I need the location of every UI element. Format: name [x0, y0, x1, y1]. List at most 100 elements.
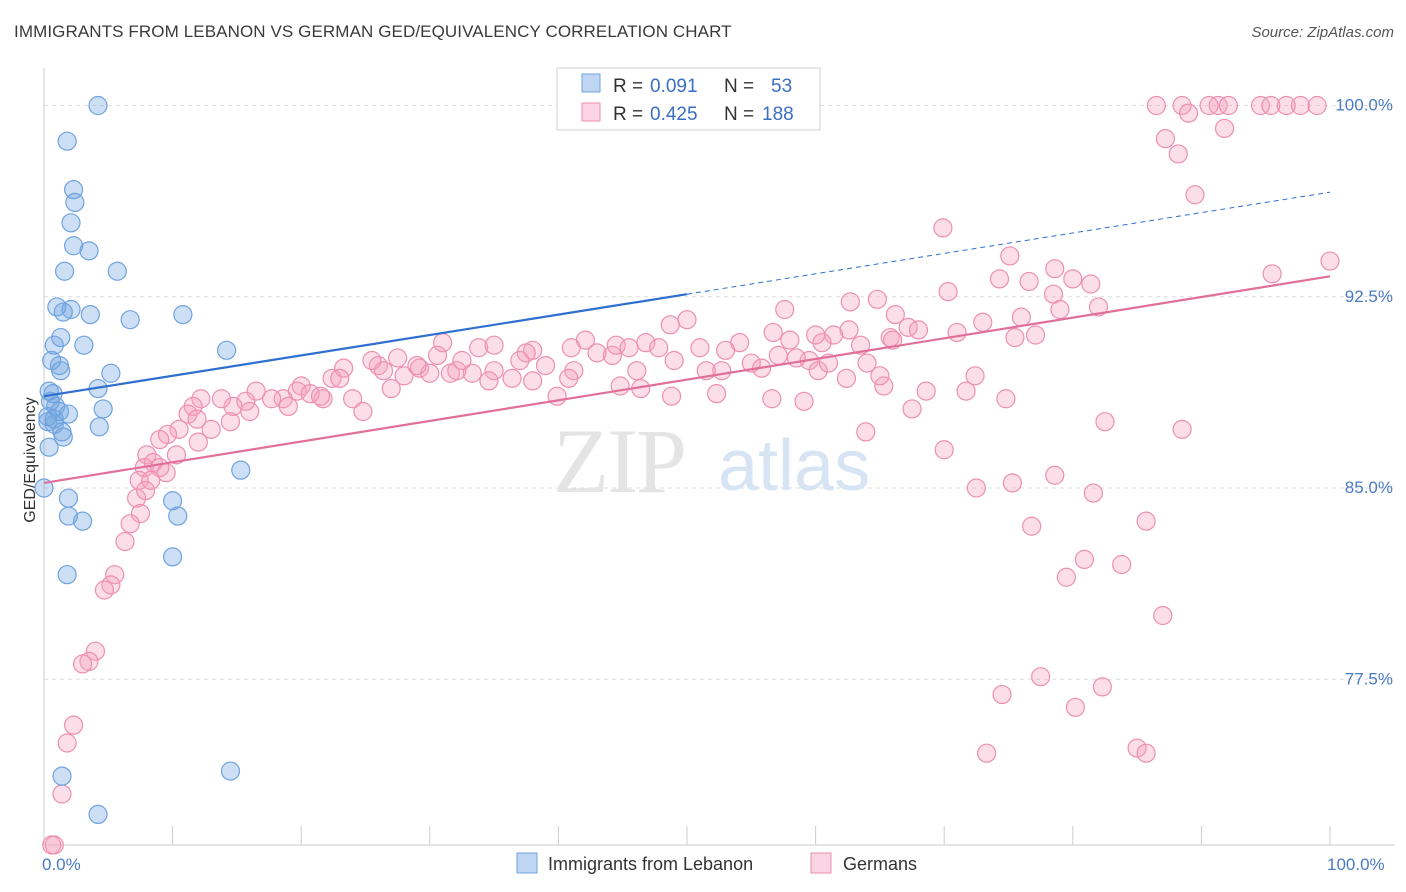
germans-point-9	[1199, 95, 1219, 116]
germans-point-179	[278, 396, 298, 416]
germans-point-181	[220, 412, 241, 432]
germans-point-105	[85, 641, 106, 661]
germans-point-147	[561, 338, 581, 358]
germans-point-24	[938, 282, 958, 302]
germans-point-180	[240, 401, 260, 422]
y-tick-labels: 77.5% 85.0% 92.5% 100.0%	[1335, 96, 1393, 689]
lebanon-point-7	[54, 261, 75, 281]
y-tick-label-2: 92.5%	[1345, 287, 1393, 306]
germans-point-14	[1185, 185, 1205, 205]
lebanon-point-14	[120, 310, 140, 330]
germans-point-83	[236, 391, 256, 411]
germans-point-182	[201, 419, 221, 439]
germans-point-16	[1000, 246, 1020, 266]
germans-point-21	[1063, 269, 1083, 289]
germans-point-85	[211, 389, 232, 409]
germans-point-63	[836, 368, 857, 388]
germans-point-170	[587, 343, 607, 363]
germans-point-89	[187, 409, 207, 429]
lebanon-point-17	[74, 335, 94, 355]
germans-point-172	[510, 350, 530, 371]
germans-point-17	[1045, 259, 1065, 279]
germans-point-165	[786, 348, 806, 368]
bottom-legend-label-pink: Germans	[843, 854, 917, 874]
lebanon-point-49	[52, 766, 72, 786]
germans-point-168	[664, 350, 684, 371]
lebanon-point-6	[79, 241, 99, 261]
legend-swatch-blue	[581, 73, 601, 93]
germans-point-149	[649, 338, 669, 358]
lebanon-point-38	[39, 437, 59, 457]
germans-point-158	[973, 312, 993, 332]
y-tick-label-0: 77.5%	[1345, 669, 1393, 688]
germans-point-174	[407, 356, 427, 376]
germans-point-124	[977, 743, 997, 763]
lebanon-point-3	[65, 192, 85, 212]
germans-point-5	[1276, 95, 1296, 116]
lebanon-point-10	[61, 299, 81, 320]
germans-point-112	[42, 835, 62, 855]
trend-lines	[43, 191, 1331, 484]
germans-point-1	[1172, 95, 1192, 116]
legend-n-label-blue: N =	[724, 76, 754, 97]
germans-point-150	[690, 338, 710, 358]
lebanon-point-15	[51, 327, 71, 348]
lebanon-point-8	[107, 261, 127, 281]
germans-point-146	[516, 343, 536, 363]
germans-point-162	[965, 366, 985, 386]
lebanon-point-39	[231, 460, 251, 480]
germans-point-65	[956, 381, 976, 401]
germans-point-141	[313, 389, 333, 409]
germans-point-107	[72, 654, 93, 674]
germans-point-160	[1050, 299, 1070, 320]
germans-point-144	[433, 333, 453, 353]
bottom-legend-swatch-pink	[810, 852, 832, 874]
lebanon-point-43	[58, 506, 79, 526]
lebanon-point-5	[63, 236, 84, 256]
germans-point-130	[966, 478, 986, 498]
lebanon-point-47	[57, 565, 77, 585]
germans-point-145	[484, 335, 504, 355]
germans-point-86	[191, 389, 211, 409]
y-axis-label: GED/Equivalency	[22, 397, 39, 522]
germans-point-27	[840, 292, 860, 312]
germans-point-11	[1214, 118, 1235, 139]
germans-point-45	[427, 345, 448, 365]
lebanon-point-48	[220, 761, 241, 781]
x-tick-label-100: 100.0%	[1327, 855, 1385, 874]
germans-point-50	[368, 356, 388, 376]
germans-point-113	[1112, 554, 1132, 575]
germans-point-3	[1218, 95, 1239, 116]
lebanon-point-16	[44, 335, 64, 355]
trend-line-germans	[43, 275, 1331, 484]
germans-point-109	[57, 733, 77, 753]
germans-point-154	[851, 335, 871, 355]
lebanon-point-44	[168, 506, 188, 526]
germans-point-53	[462, 363, 482, 383]
germans-point-151	[715, 340, 736, 360]
germans-point-20	[989, 269, 1010, 289]
germans-point-117	[1083, 483, 1103, 503]
germans-point-140	[343, 389, 363, 409]
germans-point-128	[1172, 419, 1192, 439]
stats-legend-box	[556, 67, 821, 131]
germans-point-72	[559, 368, 579, 388]
bottom-legend-label-blue: Immigrants from Lebanon	[548, 854, 753, 874]
germans-point-67	[902, 399, 922, 419]
trend-line-lebanon-extension	[686, 191, 1331, 295]
germans-point-187	[135, 480, 156, 501]
germans-point-114	[1153, 605, 1173, 626]
legend-n-label-pink: N =	[724, 104, 754, 125]
germans-point-119	[1074, 549, 1094, 570]
germans-point-61	[808, 361, 828, 381]
germans-point-99	[130, 503, 151, 524]
germans-point-13	[1168, 144, 1188, 164]
lebanon-point-28	[93, 399, 113, 419]
germans-point-153	[805, 325, 826, 345]
germans-point-82	[246, 381, 266, 401]
germans-point-43	[469, 338, 489, 358]
germans-point-176	[362, 350, 382, 371]
germans-point-110	[52, 784, 72, 804]
germans-point-186	[141, 470, 161, 490]
germans-point-173	[452, 350, 472, 371]
